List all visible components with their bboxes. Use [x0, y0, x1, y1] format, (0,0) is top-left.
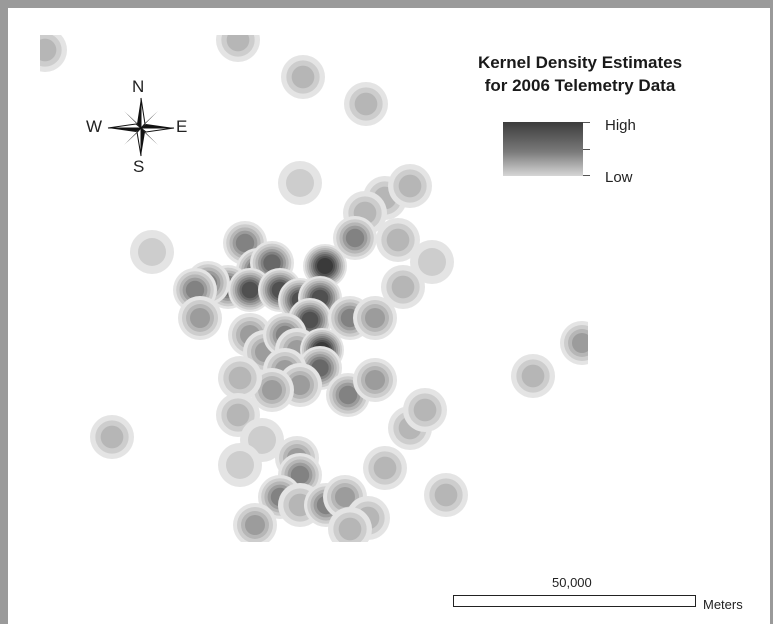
compass-east-label: E — [176, 117, 188, 136]
density-contour-22-7 — [317, 258, 333, 274]
density-hotspots — [40, 35, 588, 542]
legend-high-label: High — [605, 117, 636, 134]
density-contour-39-1 — [248, 426, 276, 454]
map-title-line-2: for 2006 Telemetry Data — [484, 76, 676, 95]
legend-tick-high — [583, 122, 590, 123]
legend-tick-low — [583, 175, 590, 176]
density-contour-18-4 — [185, 280, 205, 300]
density-contour-48-3 — [245, 515, 265, 535]
map-title-line-1: Kernel Density Estimates — [477, 53, 683, 72]
legend-gradient-swatch — [503, 122, 583, 176]
density-contour-12-2 — [391, 275, 415, 299]
compass-west-label: W — [86, 117, 103, 136]
density-contour-0-2 — [40, 38, 57, 62]
density-contour-47-2 — [338, 517, 362, 541]
compass-rose-icon — [107, 97, 175, 157]
density-contour-4-1 — [286, 169, 314, 197]
density-contour-57-3 — [572, 333, 588, 353]
density-contour-49-2 — [373, 456, 397, 480]
density-contour-52-4 — [338, 385, 358, 405]
density-contour-51-2 — [413, 398, 437, 422]
density-contour-15-5 — [263, 254, 281, 272]
density-contour-19-6 — [241, 281, 259, 299]
density-contour-53-3 — [365, 370, 385, 390]
density-contour-10-2 — [386, 228, 410, 252]
density-contour-5-1 — [138, 238, 166, 266]
density-contour-55-2 — [521, 364, 545, 388]
density-contour-54-2 — [100, 425, 124, 449]
density-contour-3-2 — [354, 92, 378, 116]
density-contour-41-4 — [290, 465, 310, 485]
legend-low-label: Low — [605, 169, 633, 186]
legend-tick-mid — [583, 149, 590, 150]
density-contour-35-3 — [290, 375, 310, 395]
density-contour-36-3 — [262, 380, 282, 400]
density-contour-45-3 — [335, 487, 355, 507]
density-contour-37-2 — [228, 366, 252, 390]
density-contour-58-1 — [226, 451, 254, 479]
density-contour-38-2 — [226, 403, 250, 427]
density-contour-26-3 — [365, 308, 385, 328]
density-contour-13-4 — [235, 233, 255, 253]
density-contour-56-2 — [434, 483, 458, 507]
scale-bar — [453, 595, 696, 607]
density-contour-27-3 — [190, 308, 210, 328]
scale-bar-unit: Meters — [703, 597, 743, 612]
compass-south-label: S — [133, 157, 145, 176]
scale-bar-value: 50,000 — [552, 575, 592, 590]
density-contour-11-1 — [418, 248, 446, 276]
density-contour-2-2 — [291, 65, 315, 89]
density-contour-24-6 — [301, 311, 319, 329]
density-contour-1-2 — [226, 35, 250, 52]
compass-north-label: N — [132, 77, 145, 96]
density-contour-9-4 — [345, 228, 365, 248]
density-contour-7-2 — [398, 174, 422, 198]
